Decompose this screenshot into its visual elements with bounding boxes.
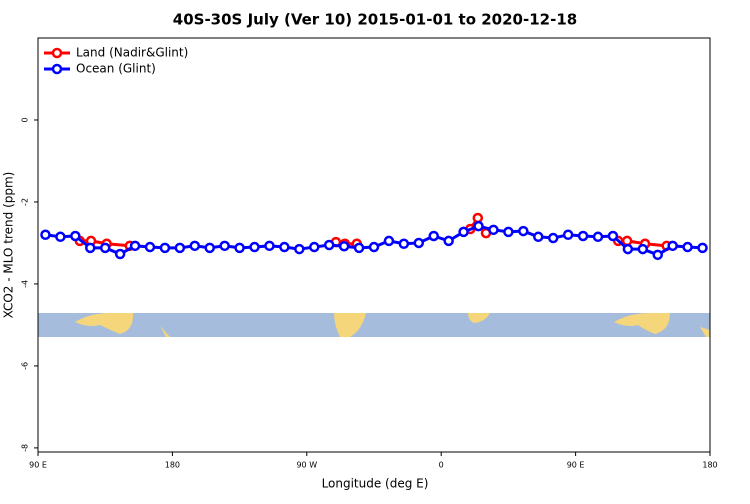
- ocean-strip: [38, 313, 710, 337]
- data-point: [114, 248, 126, 260]
- land-shape: [75, 313, 134, 334]
- data-point: [518, 225, 529, 237]
- data-point: [368, 241, 380, 253]
- chart-title: 40S-30S July (Ver 10) 2015-01-01 to 2020…: [173, 11, 577, 29]
- series-line: [79, 215, 667, 248]
- data-point: [383, 235, 395, 247]
- data-point: [219, 240, 230, 252]
- data-point: [592, 231, 604, 243]
- data-point: [667, 240, 678, 252]
- legend-marker: [51, 47, 63, 59]
- x-axis-label: Longitude (deg E): [322, 477, 429, 491]
- data-point: [85, 242, 96, 254]
- data-point: [144, 241, 156, 253]
- land-shape: [334, 313, 366, 337]
- data-point: [637, 243, 649, 255]
- x-tick-label: 180: [165, 461, 180, 470]
- data-point: [577, 230, 589, 242]
- data-point: [204, 242, 215, 254]
- data-point: [622, 243, 634, 255]
- legend-label: Ocean (Glint): [76, 62, 156, 76]
- y-tick-label: -6: [21, 362, 30, 370]
- land-shape: [700, 327, 710, 337]
- y-tick-label: 0: [21, 117, 30, 122]
- data-point: [353, 242, 365, 254]
- data-point: [294, 243, 305, 255]
- data-point: [652, 249, 663, 261]
- map-strip: [38, 313, 710, 337]
- data-point: [413, 237, 425, 249]
- data-point: [40, 229, 51, 241]
- data-point: [428, 230, 439, 242]
- data-point: [682, 241, 693, 253]
- y-tick-label: -8: [21, 444, 30, 452]
- plot-frame: [37, 37, 711, 453]
- data-point: [309, 241, 320, 253]
- data-point: [174, 242, 186, 254]
- legend-marker: [51, 63, 63, 75]
- x-tick-label: 90 E: [567, 461, 585, 470]
- data-point: [458, 226, 469, 238]
- x-tick-label: 90 W: [296, 461, 317, 470]
- data-point: [55, 231, 66, 243]
- y-axis-label: XCO2 - MLO trend (ppm): [2, 172, 16, 319]
- data-point: [129, 240, 141, 252]
- x-tick-label: 0: [439, 461, 444, 470]
- data-point: [159, 242, 171, 254]
- data-point: [279, 241, 290, 253]
- data-point: [473, 220, 484, 232]
- x-tick-label: 90 E: [29, 461, 47, 470]
- data-point: [398, 238, 410, 250]
- data-point: [488, 224, 499, 236]
- data-point: [621, 235, 633, 247]
- data-point: [503, 226, 514, 238]
- data-point: [323, 239, 335, 251]
- data-point: [249, 241, 260, 253]
- data-point: [264, 240, 275, 252]
- data-point: [234, 242, 245, 254]
- land-shape: [468, 313, 490, 323]
- y-tick-label: -2: [21, 198, 30, 206]
- data-point: [472, 212, 484, 224]
- data-point: [607, 230, 619, 242]
- data-point: [443, 235, 454, 247]
- data-point: [338, 240, 350, 252]
- data-point: [697, 242, 708, 254]
- data-point: [562, 229, 574, 241]
- data-point: [99, 242, 111, 254]
- x-tick-label: 180: [702, 461, 717, 470]
- data-point: [547, 232, 559, 244]
- data-point: [70, 230, 81, 242]
- land-shape: [614, 313, 670, 334]
- data-point: [533, 231, 544, 243]
- data-point: [189, 240, 201, 252]
- legend-label: Land (Nadir&Glint): [76, 46, 188, 60]
- y-tick-label: -4: [21, 280, 30, 288]
- land-shape: [160, 326, 170, 337]
